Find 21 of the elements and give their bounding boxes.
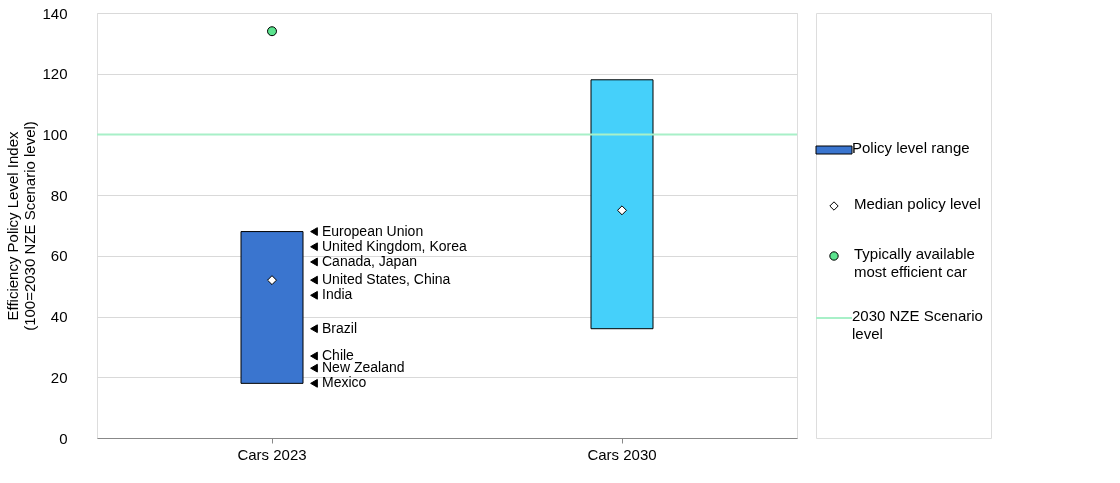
data-label: Mexico [322,374,367,391]
data-label: European Union [322,222,424,239]
y-tick-label: 120 [42,65,68,83]
y-tick-label: 40 [50,308,68,326]
y-tick-label: 140 [42,4,68,22]
legend-label: 2030 NZE Scenario level [852,307,983,342]
x-tick-label: Cars 2030 [587,445,657,463]
data-label: United States, China [322,271,451,288]
y-tick-label: 60 [50,247,68,265]
data-label: Brazil [322,319,358,336]
legend-label: Policy level range [852,139,970,156]
legend-label: Typically available most efficient car [854,245,975,280]
y-tick-label: 80 [50,186,68,204]
y-axis-title: Efficiency Policy Level Index (100=2030 NZE Scenario level) [4,121,39,331]
data-label: India [322,286,353,303]
y-tick-label: 100 [42,125,68,143]
y-tick-label: 20 [50,368,68,386]
y-tick-label: 0 [59,429,68,447]
data-label: New Zealand [322,359,405,376]
legend-label: Median policy level [854,195,981,212]
x-tick-label: Cars 2023 [237,445,307,463]
